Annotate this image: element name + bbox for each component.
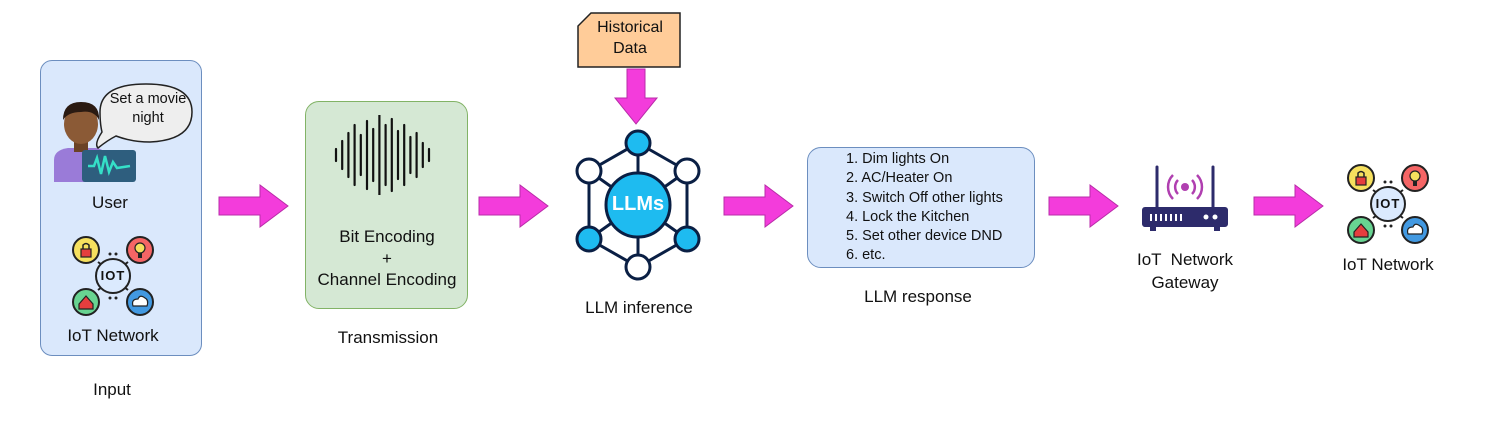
soundwave-icon — [334, 115, 431, 195]
llm-response-panel — [807, 147, 1035, 268]
input-caption: Input — [93, 380, 131, 399]
speech-bubble-line1: Set a movie — [109, 91, 187, 107]
response-item: 5. Set other device DND — [846, 228, 1003, 245]
response-item: 6. etc. — [846, 247, 886, 264]
iot-output-icon-text: IOT — [1375, 196, 1401, 211]
iot-network-output-icon — [1347, 164, 1429, 244]
historical-line1: Historical — [597, 19, 663, 36]
llm-caption: LLM inference — [585, 298, 693, 317]
flow-arrow-1 — [218, 184, 289, 228]
flow-arrow-4 — [1048, 184, 1119, 228]
iot-network-icon — [72, 236, 154, 316]
input-iot-label: IoT Network — [67, 326, 159, 345]
tx-line1: Bit Encoding — [339, 227, 435, 246]
flow-arrow-5 — [1253, 184, 1324, 228]
tx-line3: Channel Encoding — [317, 270, 457, 289]
gateway-line1: IoT Network — [1136, 250, 1234, 269]
llm-response-list: 1. Dim lights On 2. AC/Heater On 3. Swit… — [846, 150, 1003, 266]
response-item: 2. AC/Heater On — [846, 170, 953, 187]
llm-core-label: LLMs — [611, 193, 665, 215]
transmission-caption: Transmission — [337, 328, 439, 347]
user-label: User — [92, 193, 128, 212]
router-gateway-icon — [1142, 165, 1228, 231]
user-avatar-icon — [54, 102, 136, 182]
historical-data-arrow — [613, 68, 659, 125]
tx-line2: + — [382, 249, 392, 268]
llm-network-icon — [575, 129, 701, 281]
gateway-line2: Gateway — [1151, 273, 1219, 292]
flow-arrow-2 — [478, 184, 549, 228]
speech-bubble — [95, 83, 193, 150]
speech-bubble-line2: night — [132, 110, 164, 126]
response-item: 4. Lock the Kitchen — [846, 208, 970, 225]
historical-line2: Data — [613, 40, 647, 57]
iot-icon-text: IOT — [100, 268, 126, 283]
output-iot-label: IoT Network — [1342, 255, 1434, 274]
response-item: 1. Dim lights On — [846, 151, 950, 167]
response-item: 3. Switch Off other lights — [846, 189, 1003, 206]
historical-data-note — [577, 12, 681, 68]
response-caption: LLM response — [864, 287, 972, 306]
flow-arrow-3 — [723, 184, 794, 228]
